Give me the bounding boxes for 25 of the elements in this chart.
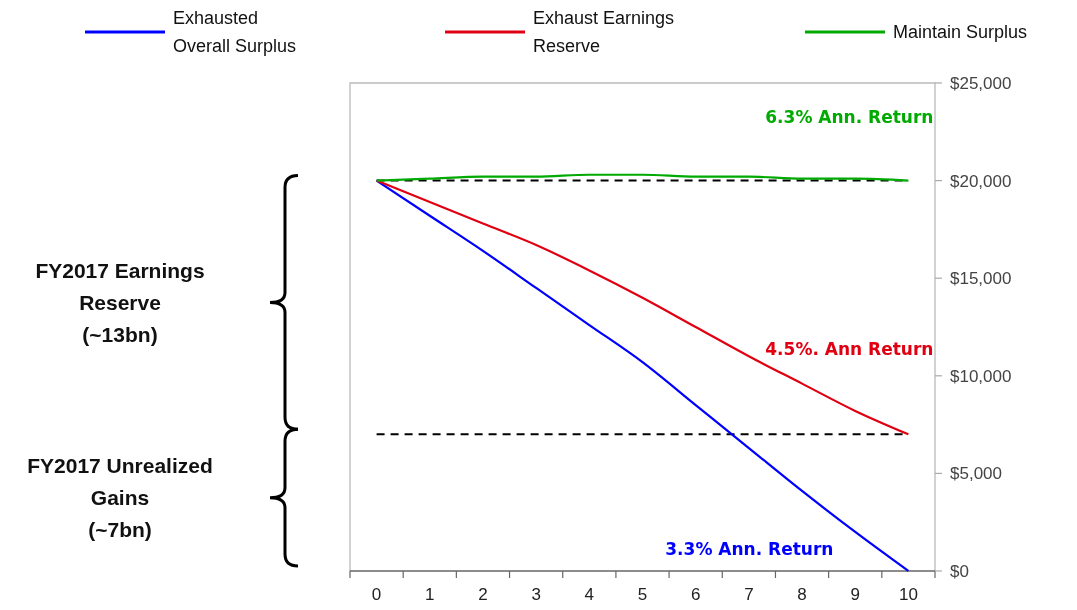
x-tick-label: 1	[425, 585, 435, 604]
x-tick-label: 8	[797, 585, 807, 604]
annotation: 4.5%. Ann Return	[765, 338, 934, 359]
x-tick-label: 6	[690, 585, 701, 604]
x-tick-label: 5	[637, 585, 648, 604]
annotation: 6.3% Ann. Return	[765, 106, 934, 127]
y-tick-label: $0	[950, 561, 969, 581]
y-tick-label: $5,000	[950, 464, 1002, 484]
legend-label: Exhaust Earnings Reserve	[533, 8, 675, 57]
x-tick-label: 0	[371, 585, 382, 604]
y-tick-label: $15,000	[950, 269, 1012, 289]
y-tick-label: $10,000	[950, 366, 1012, 386]
x-tick-label: 7	[744, 585, 754, 604]
text: FY2017 Unrealized Gains (~7bn)	[27, 454, 213, 542]
legend-label: Exhausted Overall Surplus	[173, 8, 297, 57]
x-tick-label: 3	[531, 585, 541, 604]
x-tick-label: 4	[584, 585, 595, 604]
legend-label: Maintain Surplus	[893, 22, 1028, 43]
x-tick-label: 9	[850, 585, 860, 604]
y-tick-label: $25,000	[950, 73, 1012, 93]
text: FY2017 Earnings Reserve (~13bn)	[35, 258, 205, 346]
x-tick-label: 10	[898, 585, 918, 604]
y-tick-label: $20,000	[950, 171, 1012, 191]
annotation: 3.3% Ann. Return	[665, 538, 834, 559]
x-tick-label: 2	[478, 585, 488, 604]
